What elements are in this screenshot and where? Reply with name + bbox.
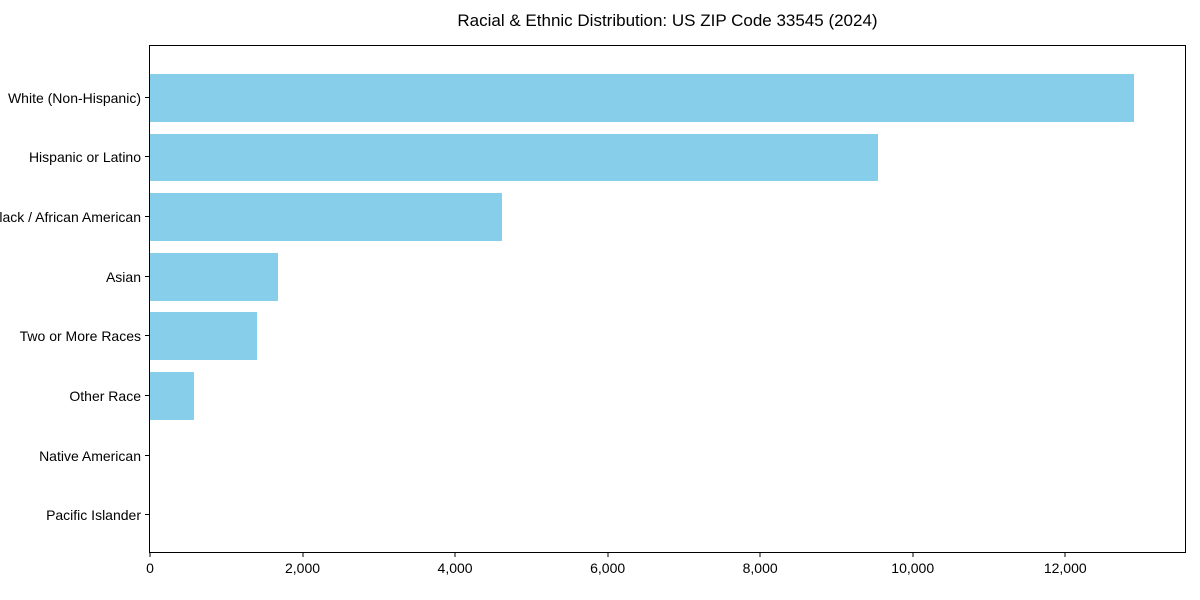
x-tick-label: 6,000: [590, 560, 626, 576]
bar: [150, 193, 503, 241]
y-tick-label: Native American: [39, 447, 141, 464]
y-tick-label: Hispanic or Latino: [28, 149, 141, 166]
bar-row: Native American: [39, 426, 1185, 486]
bars-region: White (Non-Hispanic) Hispanic or Latino Bl…: [0, 68, 1185, 545]
y-tick-label: Black / African American: [0, 209, 141, 226]
x-tick-label: 8,000: [742, 560, 778, 576]
y-tick-mark: [145, 96, 149, 98]
bar-row: Asian: [106, 247, 1185, 307]
bar: [150, 372, 194, 420]
bar: [150, 252, 278, 301]
bar: [150, 312, 257, 361]
y-tick-mark: [145, 394, 149, 396]
y-tick-mark: [145, 454, 149, 456]
x-tick-mark: [302, 553, 304, 557]
y-tick-label: Pacific Islander: [46, 507, 141, 524]
y-tick-mark: [145, 335, 149, 337]
y-tick-label: Asian: [105, 268, 141, 285]
plot-area: White (Non-Hispanic) Hispanic or Latino Bl…: [0, 45, 1186, 576]
bar: [150, 73, 1134, 122]
bar-row: Other Race: [69, 366, 1185, 426]
x-tick-label: 2,000: [285, 560, 321, 576]
x-tick-label: 4,000: [437, 560, 473, 576]
x-tick-mark: [454, 553, 456, 557]
bar-row: Two or More Races: [20, 307, 1185, 367]
y-tick-mark: [145, 514, 149, 516]
y-tick-label: White (Non-Hispanic): [7, 89, 141, 106]
bar-row: Hispanic or Latino: [29, 128, 1185, 188]
x-tick-mark: [912, 553, 914, 557]
x-tick-mark: [759, 553, 761, 557]
x-tick-mark: [1064, 553, 1066, 557]
bar-row: Black / African American: [0, 187, 1185, 247]
y-tick-mark: [145, 216, 149, 218]
y-tick-label: Two or More Races: [19, 328, 141, 345]
chart-title: Racial & Ethnic Distribution: US ZIP Cod…: [457, 11, 878, 30]
y-tick-mark: [145, 156, 149, 158]
x-tick-mark: [149, 553, 151, 557]
x-tick-label: 0: [146, 560, 154, 576]
y-tick-label: Other Race: [69, 387, 141, 404]
x-tick-mark: [607, 553, 609, 557]
y-tick-mark: [145, 275, 149, 277]
bar-row: White (Non-Hispanic): [8, 68, 1185, 128]
bar-row: Pacific Islander: [46, 485, 1185, 545]
x-tick-label: 10,000: [891, 560, 935, 576]
x-tick-label: 12,000: [1043, 560, 1087, 576]
bar: [150, 133, 878, 182]
